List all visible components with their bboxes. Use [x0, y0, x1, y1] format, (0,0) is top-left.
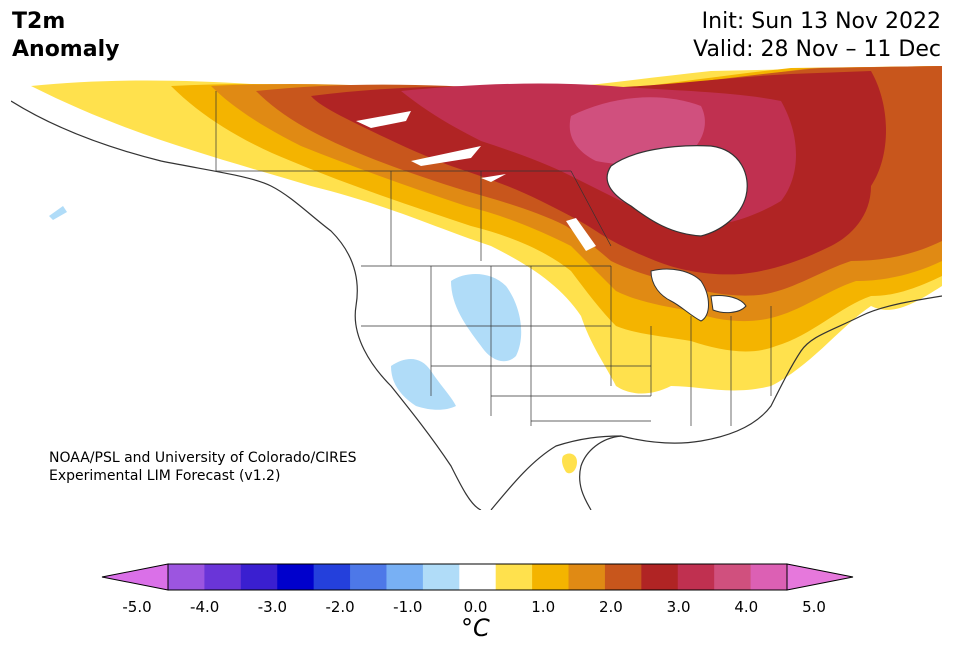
credit-text: NOAA/PSL and University of Colorado/CIRE…: [49, 449, 357, 485]
colorbar-tick-label: -4.0: [190, 598, 220, 616]
coastline-west: [11, 100, 482, 510]
unit-label: °C: [461, 614, 490, 642]
coastline-east: [579, 295, 942, 510]
colorbar-segment: [459, 564, 497, 590]
band-light-blue-2: [391, 359, 456, 410]
colorbar-segment: [386, 564, 424, 590]
colorbar: [101, 563, 854, 591]
credit-line-2: Experimental LIM Forecast (v1.2): [49, 468, 281, 484]
colorbar-tick-label: 4.0: [734, 598, 759, 616]
colorbar-segment: [350, 564, 387, 590]
valid-range: Valid: 28 Nov – 11 Dec: [693, 37, 941, 62]
colorbar-segment: [641, 564, 679, 590]
colorbar-segment: [277, 564, 315, 590]
colorbar-segment: [532, 564, 570, 590]
colorbar-segment: [313, 564, 351, 590]
lakes-north: [356, 111, 596, 251]
colorbar-segment: [495, 564, 533, 590]
title-line-1: T2m: [12, 9, 66, 34]
colorbar-tick-label: -1.0: [393, 598, 423, 616]
colorbar-segment: [568, 564, 606, 590]
colorbar-tick-label: -3.0: [257, 598, 288, 616]
colorbar-extend-low: [101, 563, 169, 591]
gulf-coast: [490, 435, 622, 510]
colorbar-segment: [168, 564, 205, 590]
band-light-blue-1: [451, 274, 522, 362]
colorbar-segment: [240, 564, 278, 590]
anomaly-map: [11, 66, 942, 510]
map-title: T2m Anomaly: [12, 8, 119, 64]
colorbar-tick-label: 2.0: [598, 598, 623, 616]
init-date: Init: Sun 13 Nov 2022: [701, 9, 941, 34]
colorbar-segment: [677, 564, 715, 590]
colorbar-segment: [714, 564, 752, 590]
forecast-dates: Init: Sun 13 Nov 2022 Valid: 28 Nov – 11…: [693, 8, 941, 64]
colorbar-tick-label: 5.0: [802, 598, 826, 616]
great-lakes: [650, 268, 747, 322]
title-line-2: Anomaly: [12, 37, 120, 62]
hudson-bay: [606, 145, 748, 237]
colorbar-tick-label: 3.0: [666, 598, 691, 616]
colorbar-segment: [604, 564, 642, 590]
colorbar-tick-label: 1.0: [531, 598, 556, 616]
colorbar-tick-label: -2.0: [325, 598, 355, 616]
colorbar-extend-high: [786, 563, 854, 591]
credit-line-1: NOAA/PSL and University of Colorado/CIRE…: [49, 450, 357, 466]
colorbar-segment: [750, 564, 788, 590]
colorbar-segment: [204, 564, 242, 590]
band-light-blue-3: [49, 206, 67, 220]
colorbar-segment: [422, 564, 460, 590]
colorbar-outline: [167, 563, 788, 591]
colorbar-tick-label: -5.0: [122, 598, 152, 616]
colorbar-tick-label: 0.0: [463, 598, 488, 616]
state-borders: [215, 91, 772, 426]
band-yellow-south: [562, 453, 577, 474]
